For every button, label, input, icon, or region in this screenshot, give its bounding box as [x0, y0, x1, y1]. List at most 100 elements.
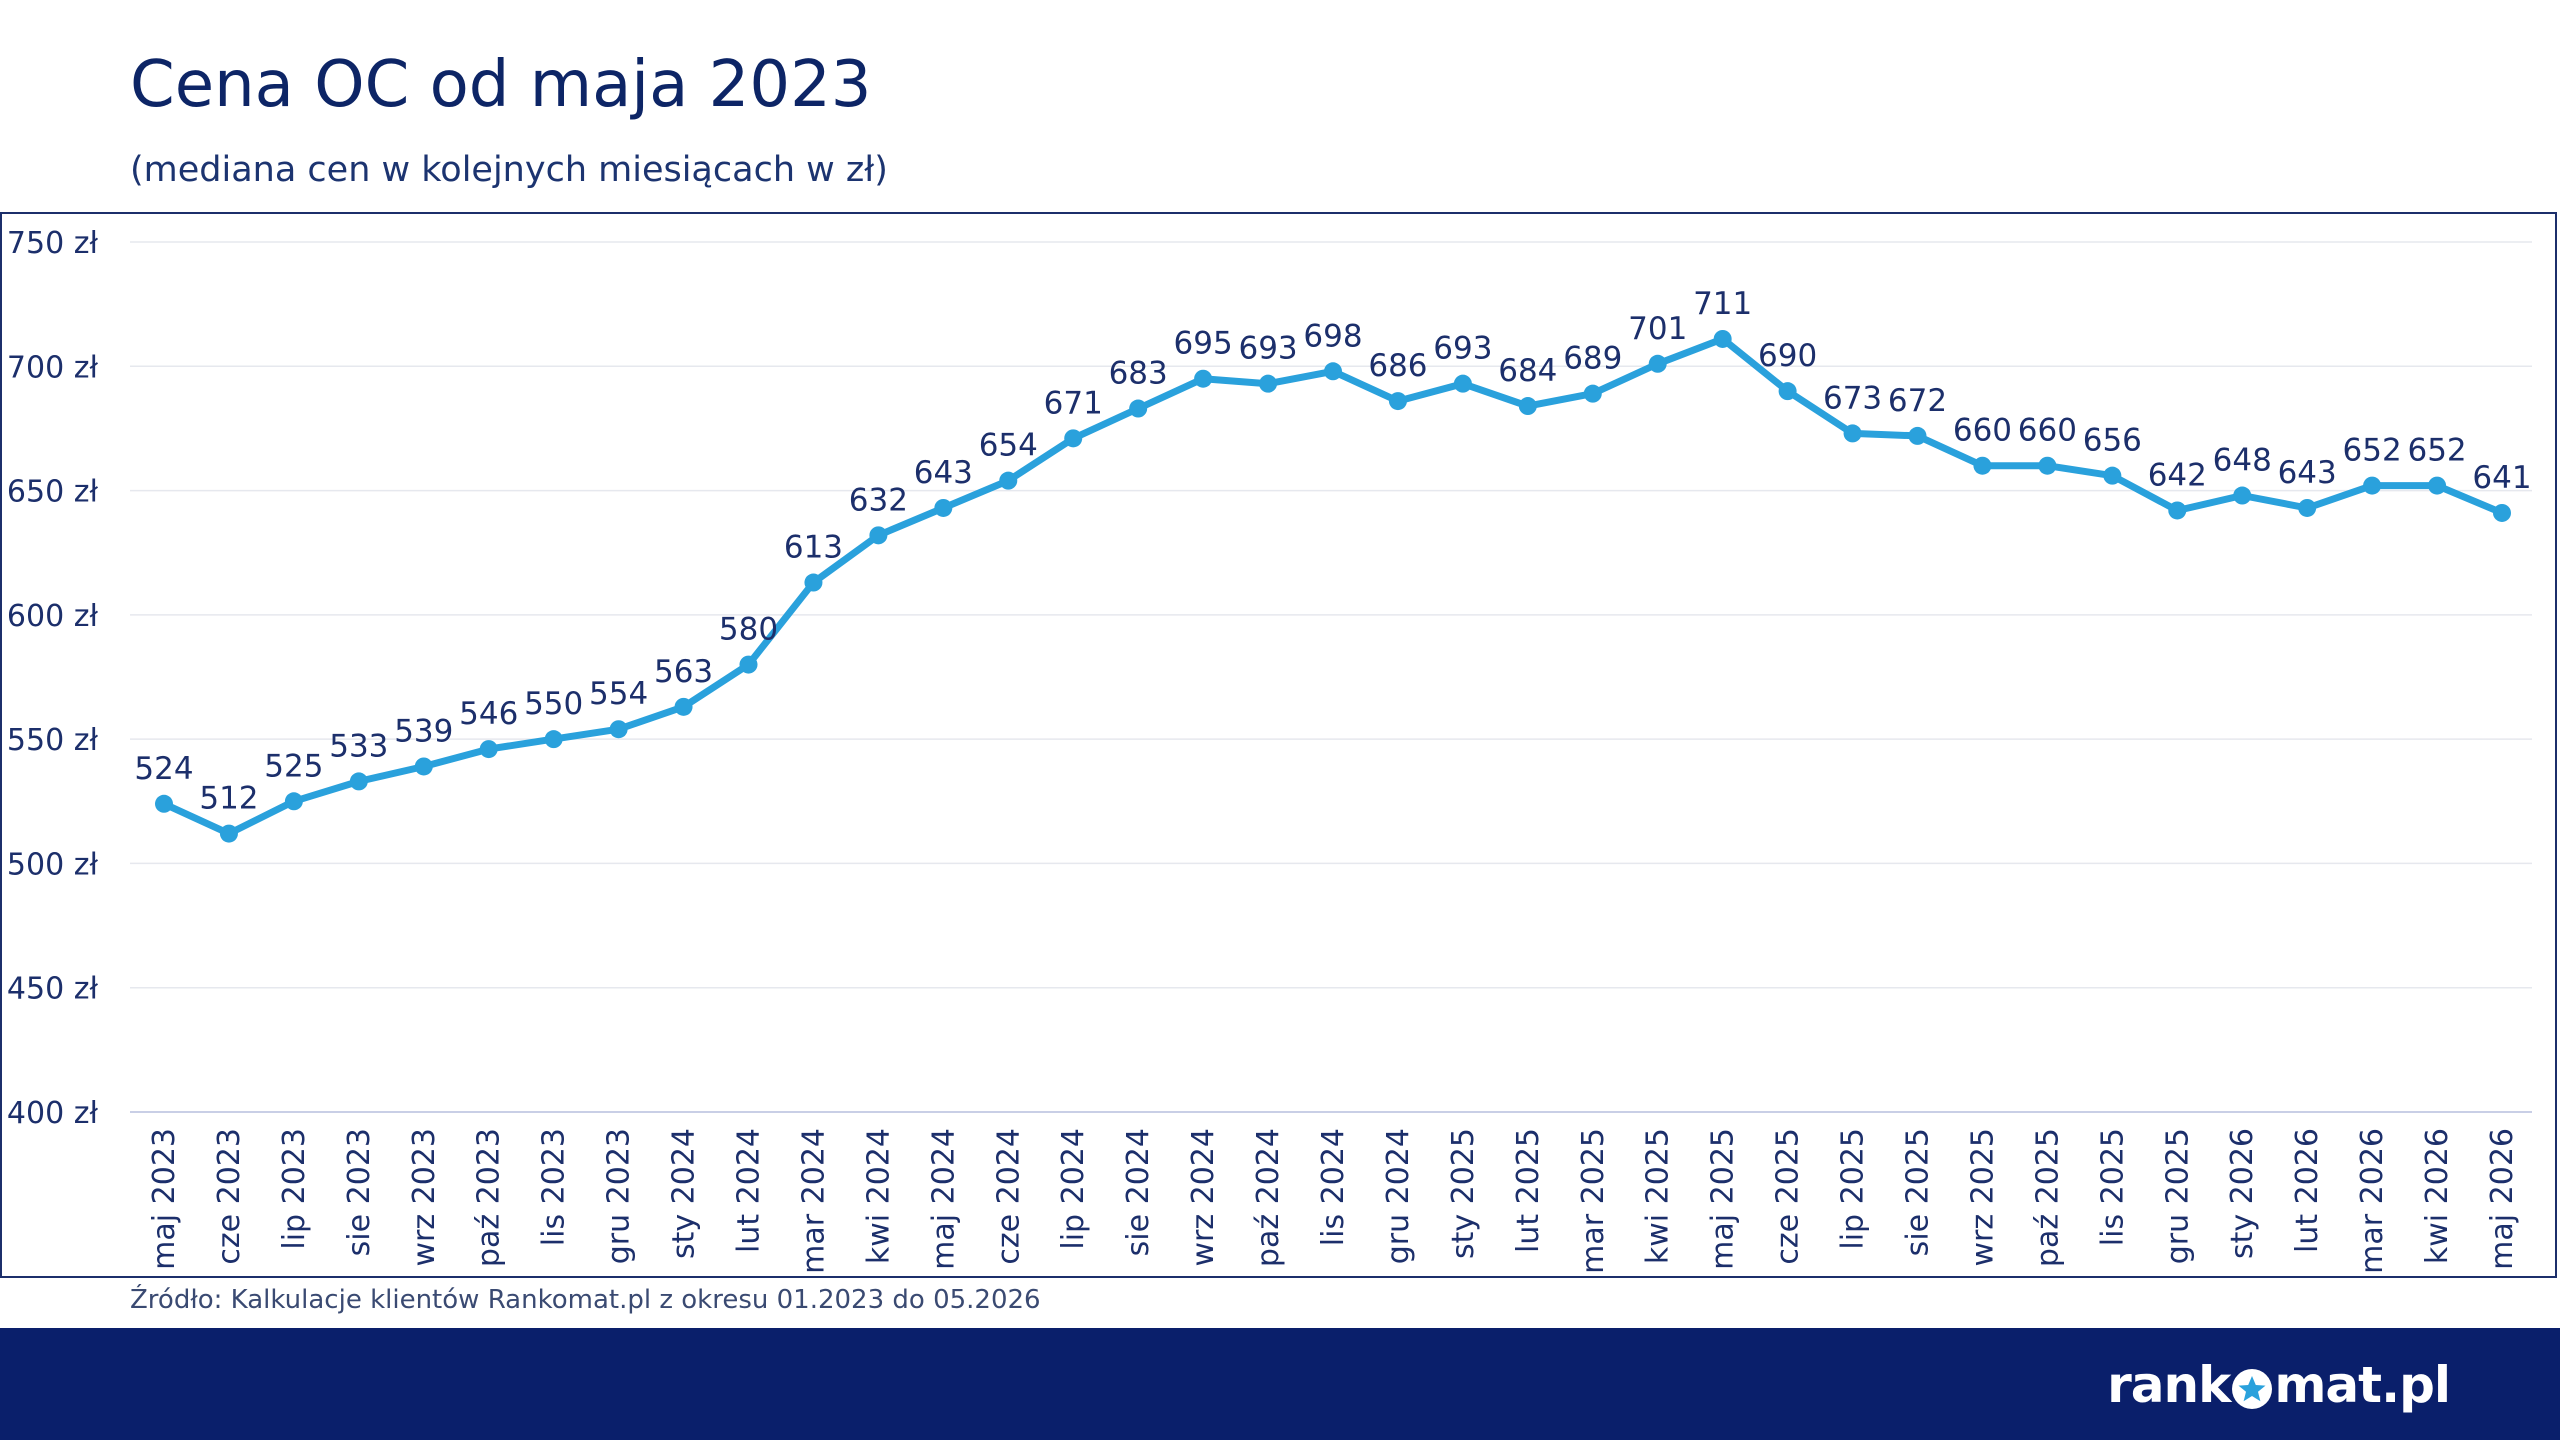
chart-subtitle: (mediana cen w kolejnych miesiącach w zł… [130, 150, 888, 190]
chart-title: Cena OC od maja 2023 [130, 48, 872, 122]
y-tick-label: 500 zł [7, 847, 99, 882]
x-tick-label: lis 2024 [1316, 1128, 1351, 1246]
data-point [2103, 466, 2122, 485]
data-point [1908, 426, 1927, 445]
data-label: 641 [2472, 460, 2531, 496]
y-tick-label: 400 zł [7, 1096, 99, 1131]
data-point [2233, 486, 2252, 505]
x-tick-label: paź 2024 [1251, 1128, 1286, 1267]
data-label: 684 [1498, 353, 1557, 389]
x-tick-label: maj 2023 [147, 1128, 182, 1270]
x-tick-label: kwi 2025 [1641, 1128, 1676, 1264]
data-point [414, 757, 433, 776]
data-point [2168, 501, 2187, 520]
data-point [544, 730, 563, 749]
data-label: 683 [1109, 356, 1168, 392]
data-label: 642 [2148, 457, 2207, 493]
y-tick-label: 600 zł [7, 599, 99, 634]
source-note: Źródło: Kalkulacje klientów Rankomat.pl … [130, 1285, 1041, 1315]
y-tick-label: 700 zł [7, 350, 99, 385]
brand-logo: rank mat.pl [2107, 1356, 2451, 1414]
data-point [739, 655, 758, 674]
data-point [1518, 397, 1537, 416]
series-line-layer [160, 335, 2506, 838]
data-label: 539 [394, 713, 453, 749]
data-point [609, 720, 628, 739]
logo-text-right: mat.pl [2274, 1356, 2451, 1414]
data-point [1453, 374, 1472, 393]
data-label: 652 [2407, 433, 2466, 469]
data-label: 613 [784, 530, 843, 566]
data-point [2298, 498, 2317, 517]
footer-bar: rank mat.pl [0, 1328, 2560, 1440]
data-label: 672 [1888, 383, 1947, 419]
data-point [1648, 354, 1667, 373]
x-tick-label: lut 2025 [1511, 1128, 1546, 1253]
x-tick-label: wrz 2024 [1186, 1128, 1221, 1267]
data-point [1973, 456, 1992, 475]
data-label: 660 [2018, 413, 2077, 449]
data-label: 689 [1563, 341, 1622, 377]
x-tick-label: kwi 2024 [861, 1128, 896, 1264]
data-point [2363, 476, 2382, 495]
line-chart: 400 zł 450 zł 500 zł 550 zł 600 zł 650 zł 700 … [7, 226, 2532, 1274]
x-tick-label: sie 2024 [1121, 1128, 1156, 1256]
grid-lines [130, 241, 2532, 1113]
x-tick-label: wrz 2023 [407, 1128, 442, 1267]
data-label: 654 [979, 428, 1038, 464]
data-label: 693 [1238, 331, 1297, 367]
data-label: 698 [1303, 318, 1362, 354]
data-label: 563 [654, 654, 713, 690]
data-point [2493, 503, 2511, 522]
y-tick-label: 750 zł [7, 226, 99, 261]
data-point [1843, 424, 1862, 443]
x-tick-label: gru 2024 [1381, 1128, 1416, 1264]
x-tick-label: lut 2024 [732, 1128, 767, 1253]
data-point [284, 792, 303, 811]
data-label: 693 [1433, 331, 1492, 367]
x-tick-label: lis 2023 [537, 1128, 572, 1246]
data-label: 701 [1628, 311, 1687, 347]
x-tick-label: sie 2023 [342, 1128, 377, 1256]
data-point [1388, 392, 1407, 411]
data-label: 554 [589, 676, 648, 712]
data-label: 690 [1758, 338, 1817, 374]
y-tick-label: 550 zł [7, 723, 99, 758]
data-point [1129, 399, 1148, 418]
data-label: 711 [1693, 286, 1752, 322]
y-tick-label: 650 zł [7, 475, 99, 510]
data-label: 643 [2278, 455, 2337, 491]
x-tick-label: lut 2026 [2290, 1128, 2325, 1253]
x-tick-label: kwi 2026 [2420, 1128, 2455, 1264]
data-point [999, 471, 1018, 490]
data-point [1324, 362, 1342, 381]
data-label: 652 [2343, 433, 2402, 469]
x-tick-label: cze 2024 [991, 1128, 1026, 1265]
x-tick-label: sty 2026 [2225, 1128, 2260, 1259]
data-point [1778, 382, 1797, 401]
data-label: 580 [719, 612, 778, 648]
series-line [160, 335, 2506, 838]
data-label: 673 [1823, 380, 1882, 416]
x-tick-label: gru 2025 [2160, 1128, 2195, 1264]
x-tick-label: sty 2024 [667, 1128, 702, 1259]
data-label: 632 [849, 482, 908, 518]
data-point [155, 794, 173, 813]
x-tick-label: maj 2026 [2485, 1128, 2520, 1270]
data-label: 695 [1174, 326, 1233, 362]
x-tick-label: maj 2025 [1706, 1128, 1741, 1270]
data-label: 686 [1368, 348, 1427, 384]
data-label: 524 [134, 751, 193, 787]
data-label: 512 [199, 781, 258, 817]
x-tick-label: cze 2025 [1771, 1128, 1806, 1265]
data-point [349, 772, 368, 791]
star-in-circle-icon [2232, 1369, 2273, 1409]
data-label: 660 [1953, 413, 2012, 449]
x-tick-label: lip 2023 [277, 1128, 312, 1250]
x-tick-label: mar 2024 [796, 1128, 831, 1274]
data-label: 643 [914, 455, 973, 491]
x-tick-label: mar 2026 [2355, 1128, 2390, 1274]
data-point [1194, 369, 1213, 388]
x-tick-label: sie 2025 [1901, 1128, 1936, 1256]
